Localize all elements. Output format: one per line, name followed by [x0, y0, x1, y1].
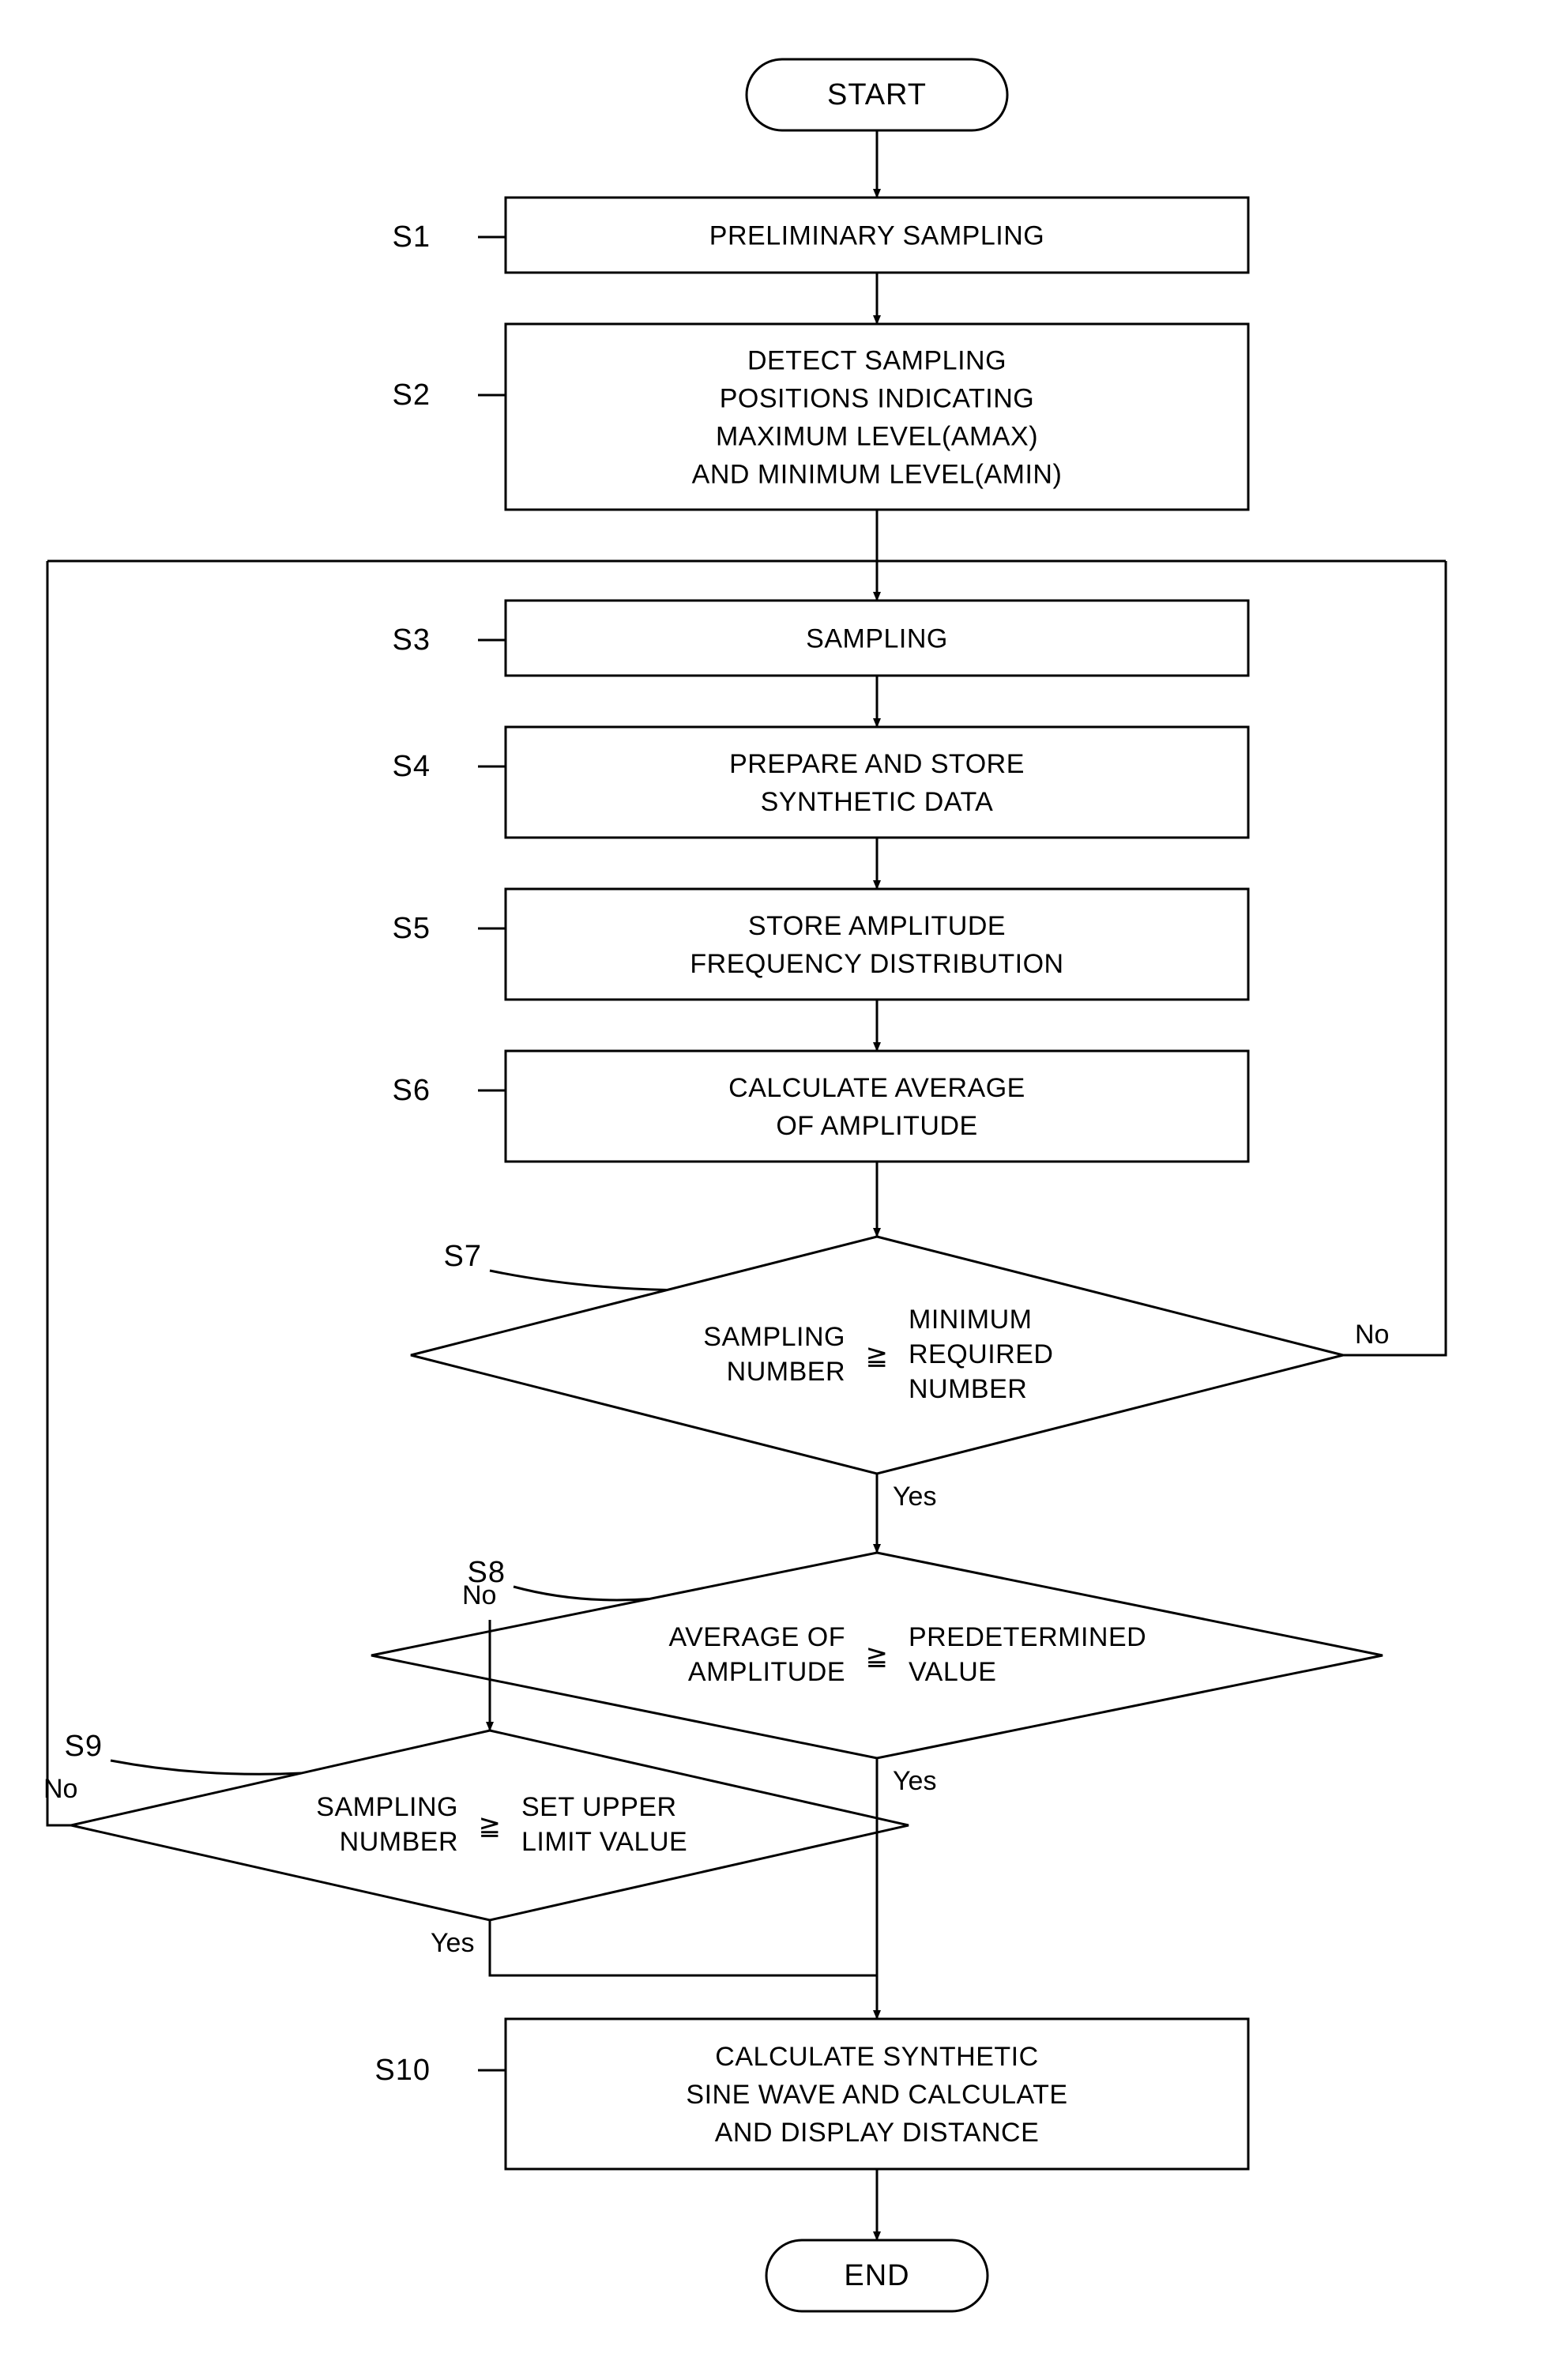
- svg-text:S9: S9: [65, 1730, 103, 1763]
- svg-text:PRELIMINARY SAMPLING: PRELIMINARY SAMPLING: [709, 221, 1044, 251]
- svg-text:≧: ≧: [866, 1641, 889, 1671]
- svg-text:SET UPPER: SET UPPER: [521, 1792, 677, 1822]
- svg-text:END: END: [844, 2259, 909, 2292]
- svg-text:AND DISPLAY DISTANCE: AND DISPLAY DISTANCE: [715, 2118, 1040, 2148]
- svg-text:STORE AMPLITUDE: STORE AMPLITUDE: [748, 911, 1006, 941]
- svg-text:SAMPLING: SAMPLING: [316, 1792, 458, 1822]
- svg-text:CALCULATE AVERAGE: CALCULATE AVERAGE: [728, 1073, 1025, 1103]
- svg-text:S5: S5: [393, 912, 431, 945]
- svg-text:MAXIMUM LEVEL(AMAX): MAXIMUM LEVEL(AMAX): [716, 422, 1038, 452]
- svg-text:DETECT SAMPLING: DETECT SAMPLING: [747, 346, 1007, 376]
- svg-text:S4: S4: [393, 750, 431, 783]
- svg-text:PREPARE AND STORE: PREPARE AND STORE: [729, 749, 1025, 779]
- svg-text:No: No: [462, 1580, 496, 1610]
- svg-text:AVERAGE OF: AVERAGE OF: [668, 1622, 845, 1652]
- svg-text:No: No: [1355, 1320, 1389, 1350]
- svg-text:SAMPLING: SAMPLING: [703, 1322, 845, 1352]
- flowchart-diagram: START END PRELIMINARY SAMPLING S1 DETECT SAM…: [0, 0, 1554, 2376]
- svg-text:NUMBER: NUMBER: [727, 1357, 845, 1387]
- svg-text:POSITIONS INDICATING: POSITIONS INDICATING: [720, 384, 1035, 414]
- svg-text:Yes: Yes: [893, 1482, 936, 1512]
- svg-text:S10: S10: [374, 2054, 431, 2087]
- svg-text:PREDETERMINED: PREDETERMINED: [909, 1622, 1146, 1652]
- svg-text:SAMPLING: SAMPLING: [806, 624, 948, 654]
- svg-text:S3: S3: [393, 623, 431, 657]
- svg-text:REQUIRED: REQUIRED: [909, 1339, 1053, 1369]
- svg-text:S1: S1: [393, 220, 431, 254]
- svg-text:S6: S6: [393, 1074, 431, 1107]
- svg-text:No: No: [43, 1774, 77, 1804]
- svg-text:≧: ≧: [866, 1341, 889, 1371]
- svg-text:Yes: Yes: [431, 1928, 474, 1958]
- svg-text:CALCULATE SYNTHETIC: CALCULATE SYNTHETIC: [715, 2042, 1038, 2072]
- svg-text:NUMBER: NUMBER: [340, 1827, 458, 1857]
- svg-text:S2: S2: [393, 378, 431, 412]
- svg-text:LIMIT VALUE: LIMIT VALUE: [521, 1827, 687, 1857]
- svg-text:NUMBER: NUMBER: [909, 1374, 1027, 1404]
- svg-text:AND MINIMUM LEVEL(AMIN): AND MINIMUM LEVEL(AMIN): [692, 460, 1063, 490]
- svg-text:MINIMUM: MINIMUM: [909, 1305, 1032, 1335]
- svg-text:VALUE: VALUE: [909, 1657, 996, 1687]
- svg-text:OF AMPLITUDE: OF AMPLITUDE: [776, 1111, 977, 1141]
- svg-text:Yes: Yes: [893, 1766, 936, 1796]
- svg-text:FREQUENCY DISTRIBUTION: FREQUENCY DISTRIBUTION: [690, 949, 1063, 979]
- svg-text:SINE WAVE AND CALCULATE: SINE WAVE AND CALCULATE: [686, 2080, 1067, 2110]
- svg-text:AMPLITUDE: AMPLITUDE: [688, 1657, 845, 1687]
- svg-text:SYNTHETIC DATA: SYNTHETIC DATA: [761, 787, 994, 817]
- svg-text:≧: ≧: [479, 1811, 502, 1841]
- svg-text:START: START: [827, 78, 927, 111]
- svg-text:S7: S7: [444, 1240, 482, 1273]
